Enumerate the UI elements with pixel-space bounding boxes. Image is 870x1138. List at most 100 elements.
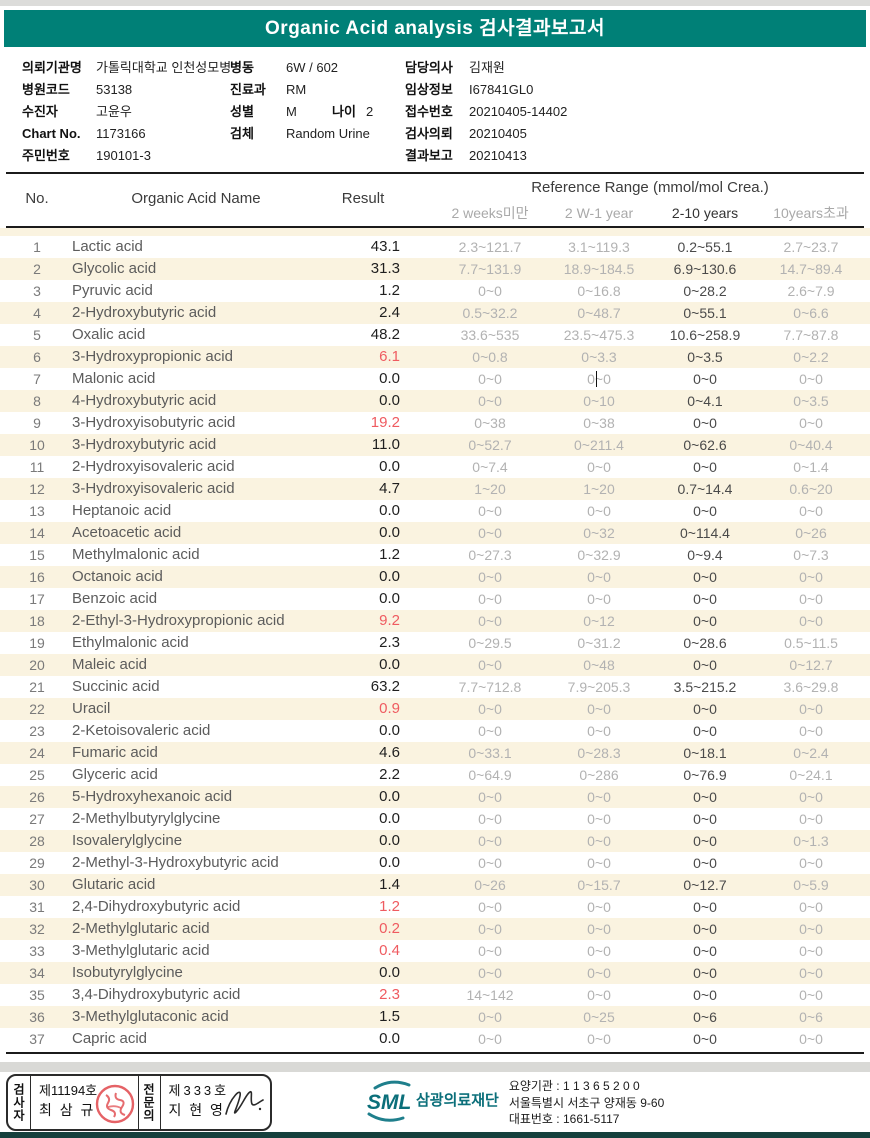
table-row: 16 Octanoic acid 0.0 0~0 0~0 0~0 0~0 — [0, 566, 870, 588]
range-over-10-years: 0~40.4 — [789, 437, 833, 453]
range-under-2-weeks: 0~0.8 — [472, 349, 508, 365]
row-number: 8 — [33, 393, 41, 409]
column-gap — [400, 874, 435, 896]
range-under-2-weeks: 0~0 — [478, 921, 502, 937]
organic-acid-name: Benzoic acid — [72, 590, 158, 607]
organic-acid-name: Fumaric acid — [72, 744, 158, 761]
organic-acid-name: 3-Hydroxypropionic acid — [72, 348, 233, 365]
row-number: 22 — [29, 701, 45, 717]
range-2-10-years: 0~18.1 — [683, 745, 727, 761]
range-2w-1year: 0~0 — [587, 833, 611, 849]
organic-acid-name: Acetoacetic acid — [72, 524, 182, 541]
range-2w-1year: 0~0 — [587, 569, 611, 585]
result-value: 0.0 — [379, 502, 400, 519]
row-number: 33 — [29, 943, 45, 959]
range-2-10-years: 0~0 — [693, 811, 717, 827]
column-gap — [400, 1006, 435, 1028]
range-2-10-years: 0~76.9 — [683, 767, 727, 783]
organization-block: SML 삼광의료재단 요양기관 : 1 1 3 6 5 2 0 0 서울특별시 … — [365, 1076, 664, 1128]
column-gap — [400, 478, 435, 500]
range-2-10-years: 0~0 — [693, 415, 717, 431]
examiner-name: 최 삼 규 — [39, 1102, 96, 1118]
range-2w-1year: 3.1~119.3 — [568, 239, 630, 255]
col-header-no: No. — [25, 190, 49, 207]
range-under-2-weeks: 7.7~131.9 — [458, 261, 522, 277]
row-number: 18 — [29, 613, 45, 629]
row-number: 15 — [29, 547, 45, 563]
result-value: 1.2 — [379, 282, 400, 299]
table-row: 11 2-Hydroxyisovaleric acid 0.0 0~7.4 0~… — [0, 456, 870, 478]
info-label: 담당의사 — [405, 60, 453, 75]
column-gap — [400, 896, 435, 918]
range-under-2-weeks: 1~20 — [474, 481, 506, 497]
row-number: 28 — [29, 833, 45, 849]
examiner-seal-stamp-icon — [95, 1084, 134, 1124]
result-value: 4.7 — [379, 480, 400, 497]
examiner-label: 검사자 — [8, 1076, 31, 1129]
range-2w-1year: 18.9~184.5 — [563, 261, 635, 277]
column-gap — [400, 412, 435, 434]
column-gap — [400, 280, 435, 302]
range-2w-1year: 0~10 — [583, 393, 615, 409]
range-2w-1year: 0~3.3 — [581, 349, 617, 365]
range-over-10-years: 0~0 — [799, 811, 823, 827]
row-number: 4 — [33, 305, 41, 321]
examiner-cell: 제11194호 최 삼 규 — [31, 1076, 138, 1129]
range-2w-1year: 0~0 — [587, 811, 611, 827]
examiner-cert-number: 제11194호 — [39, 1083, 98, 1098]
info-row: 검체 Random Urine — [230, 123, 412, 145]
column-gap — [400, 1028, 435, 1050]
range-2w-1year: 0~0 — [587, 943, 611, 959]
range-over-10-years: 2.6~7.9 — [787, 283, 835, 299]
range-2-10-years: 0~0 — [693, 965, 717, 981]
range-2w-1year: 0~286 — [579, 767, 619, 783]
range-2w-1year: 0~0 — [545, 368, 653, 390]
info-label: 검체 — [230, 126, 254, 141]
info-row: 담당의사 김재원 — [405, 57, 649, 79]
info-value: 1173166 — [96, 126, 146, 141]
organic-acid-name: Ethylmalonic acid — [72, 634, 189, 651]
column-gap — [400, 324, 435, 346]
specialist-signature-icon — [225, 1090, 264, 1115]
info-value: I67841GL0 — [469, 82, 534, 97]
range-under-2-weeks: 0~0 — [478, 811, 502, 827]
result-value: 2.4 — [379, 304, 400, 321]
column-gap — [400, 852, 435, 874]
row-number: 34 — [29, 965, 45, 981]
table-row: 10 3-Hydroxybutyric acid 11.0 0~52.7 0~2… — [0, 434, 870, 456]
range-under-2-weeks: 0~0 — [478, 503, 502, 519]
result-value: 1.2 — [379, 546, 400, 563]
range-under-2-weeks: 0~0 — [478, 899, 502, 915]
range-over-10-years: 0~6.6 — [793, 305, 829, 321]
table-row: 27 2-Methylbutyrylglycine 0.0 0~0 0~0 0~… — [0, 808, 870, 830]
organic-acid-name: 3-Methylglutaconic acid — [72, 1008, 229, 1025]
table-row: 28 Isovalerylglycine 0.0 0~0 0~0 0~0 0~1… — [0, 830, 870, 852]
result-value: 2.3 — [379, 634, 400, 651]
organic-acid-name: Isobutyrylglycine — [72, 964, 183, 981]
column-gap — [400, 368, 435, 390]
range-under-2-weeks: 0~0 — [478, 591, 502, 607]
range-2-10-years: 0~0 — [693, 921, 717, 937]
range-2w-1year: 0~31.2 — [577, 635, 621, 651]
range-2-10-years: 0~28.2 — [683, 283, 727, 299]
range-2-10-years: 0~0 — [693, 943, 717, 959]
result-value: 43.1 — [370, 238, 400, 255]
table-row: 8 4-Hydroxybutyric acid 0.0 0~0 0~10 0~4… — [0, 390, 870, 412]
result-value: 11.0 — [371, 436, 400, 453]
organic-acid-name: 2-Methylbutyrylglycine — [72, 810, 221, 827]
range-2w-1year: 0~48 — [583, 657, 615, 673]
range-2-10-years: 0~55.1 — [683, 305, 727, 321]
info-row: 성별 M 나이 2 — [230, 101, 412, 123]
org-phone: 대표번호 : 1661-5117 — [508, 1112, 620, 1126]
result-value: 0.2 — [379, 920, 400, 937]
info-value: 6W / 602 — [286, 60, 339, 75]
column-gap — [400, 830, 435, 852]
range-under-2-weeks: 0~64.9 — [468, 767, 512, 783]
range-over-10-years: 0~3.5 — [793, 393, 829, 409]
col-header-name: Organic Acid Name — [131, 190, 261, 207]
column-gap — [400, 632, 435, 654]
info-label: 검사의뢰 — [405, 126, 453, 141]
table-row: 9 3-Hydroxyisobutyric acid 19.2 0~38 0~3… — [0, 412, 870, 434]
row-number: 35 — [29, 987, 45, 1003]
table-row: 24 Fumaric acid 4.6 0~33.1 0~28.3 0~18.1… — [0, 742, 870, 764]
